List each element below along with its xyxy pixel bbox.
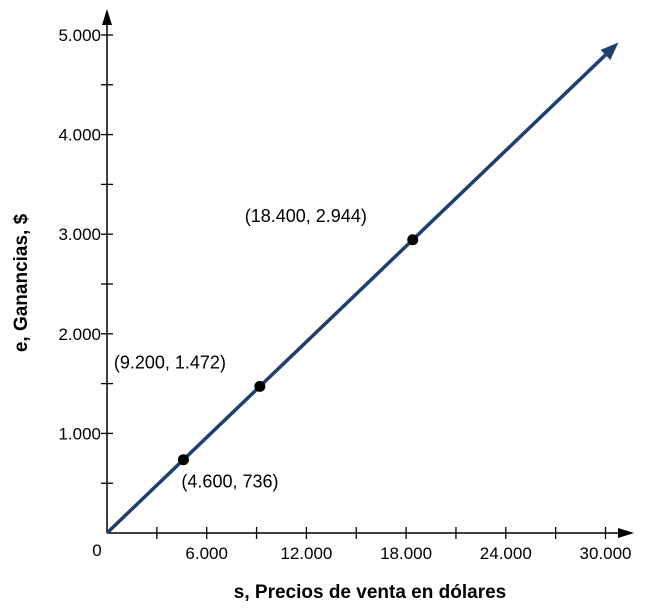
- data-point-label: (9.200, 1.472): [114, 352, 226, 372]
- data-point-label: (4.600, 736): [181, 472, 278, 492]
- x-axis-arrow-icon: [618, 528, 634, 538]
- y-tick-label: 2.000: [58, 325, 101, 344]
- y-axis-arrow-icon: [102, 9, 112, 25]
- y-tick-label: 1.000: [58, 424, 101, 443]
- x-tick-label: 30.000: [580, 544, 632, 563]
- x-tick-label: 24.000: [480, 544, 532, 563]
- y-tick-label: 5.000: [58, 26, 101, 45]
- series-arrow-icon: [600, 42, 619, 61]
- x-axis-title: s, Precios de venta en dólares: [234, 582, 506, 603]
- y-tick-label: 4.000: [58, 126, 101, 145]
- data-point: [177, 454, 189, 466]
- data-point-label: (18.400, 2.944): [245, 206, 367, 226]
- origin-label: 0: [92, 541, 101, 560]
- series-line: [105, 50, 610, 535]
- y-tick-label: 3.000: [58, 225, 101, 244]
- data-point: [407, 234, 419, 246]
- x-tick-label: 6.000: [185, 544, 228, 563]
- x-tick-label: 18.000: [380, 544, 432, 563]
- data-point: [254, 380, 266, 392]
- x-tick-label: 12.000: [280, 544, 332, 563]
- y-axis-title: e, Ganancias, $: [11, 213, 32, 352]
